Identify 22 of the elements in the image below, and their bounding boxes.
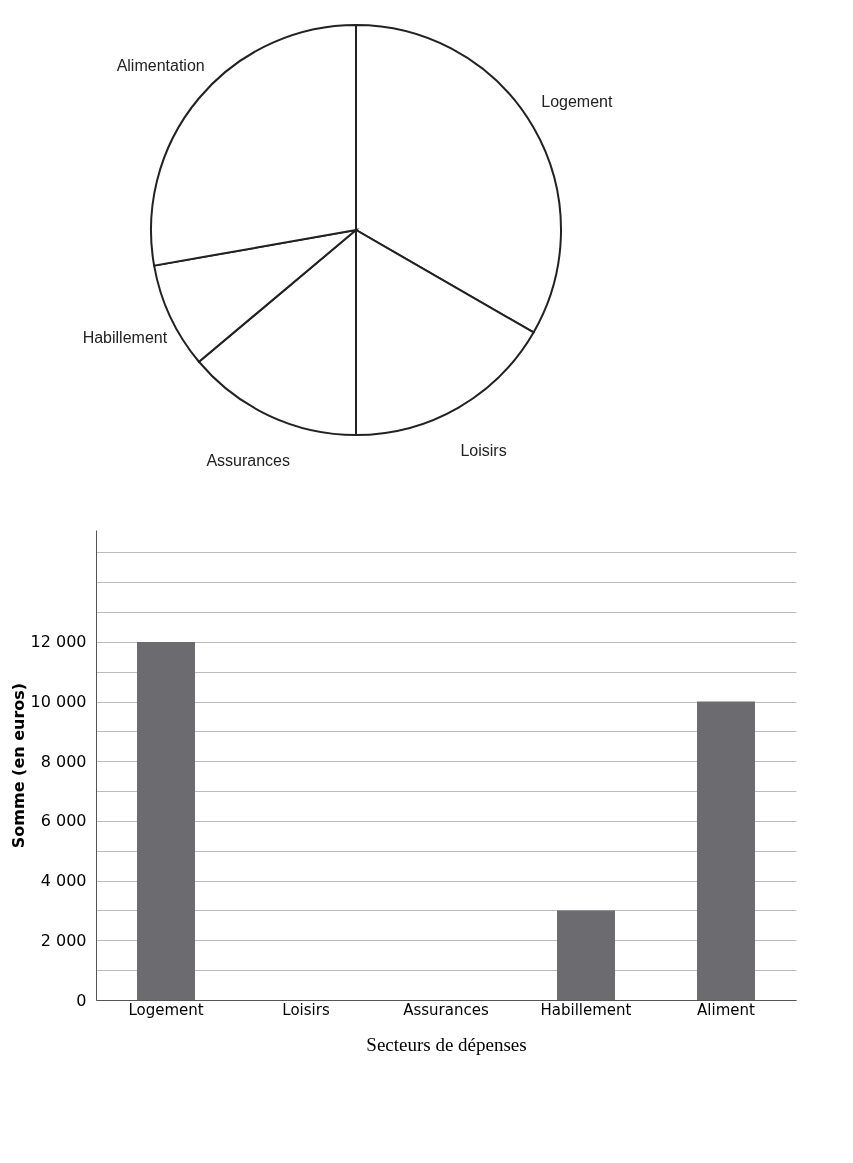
bar <box>557 910 615 1000</box>
slice-label: Habillement <box>82 328 168 346</box>
bar <box>137 641 195 1000</box>
y-tick-label: 8 000 <box>40 751 87 771</box>
slice-label: Logement <box>541 93 613 111</box>
slice-label: Loisirs <box>460 441 507 459</box>
y-tick-label: 6 000 <box>40 811 87 831</box>
slice-label: Assurances <box>206 452 291 470</box>
y-tick-label: 0 <box>76 990 87 1010</box>
y-axis-title: Somme (en euros) <box>8 682 28 849</box>
bar <box>697 701 755 1000</box>
y-tick-label: 10 000 <box>30 692 87 712</box>
x-tick-label: Loisirs <box>282 1000 330 1019</box>
y-tick-label: 12 000 <box>30 632 87 652</box>
x-axis-title: Secteurs de dépenses <box>366 1033 527 1055</box>
y-tick-label: 4 000 <box>40 871 87 891</box>
slice-label: Alimentation <box>116 57 205 75</box>
y-tick-label: 2 000 <box>40 930 87 950</box>
x-tick-label: Habillement <box>540 1000 632 1019</box>
x-tick-label: Assurances <box>403 1000 489 1019</box>
x-tick-label: Logement <box>128 1000 204 1019</box>
x-tick-label: Aliment <box>697 1000 756 1019</box>
